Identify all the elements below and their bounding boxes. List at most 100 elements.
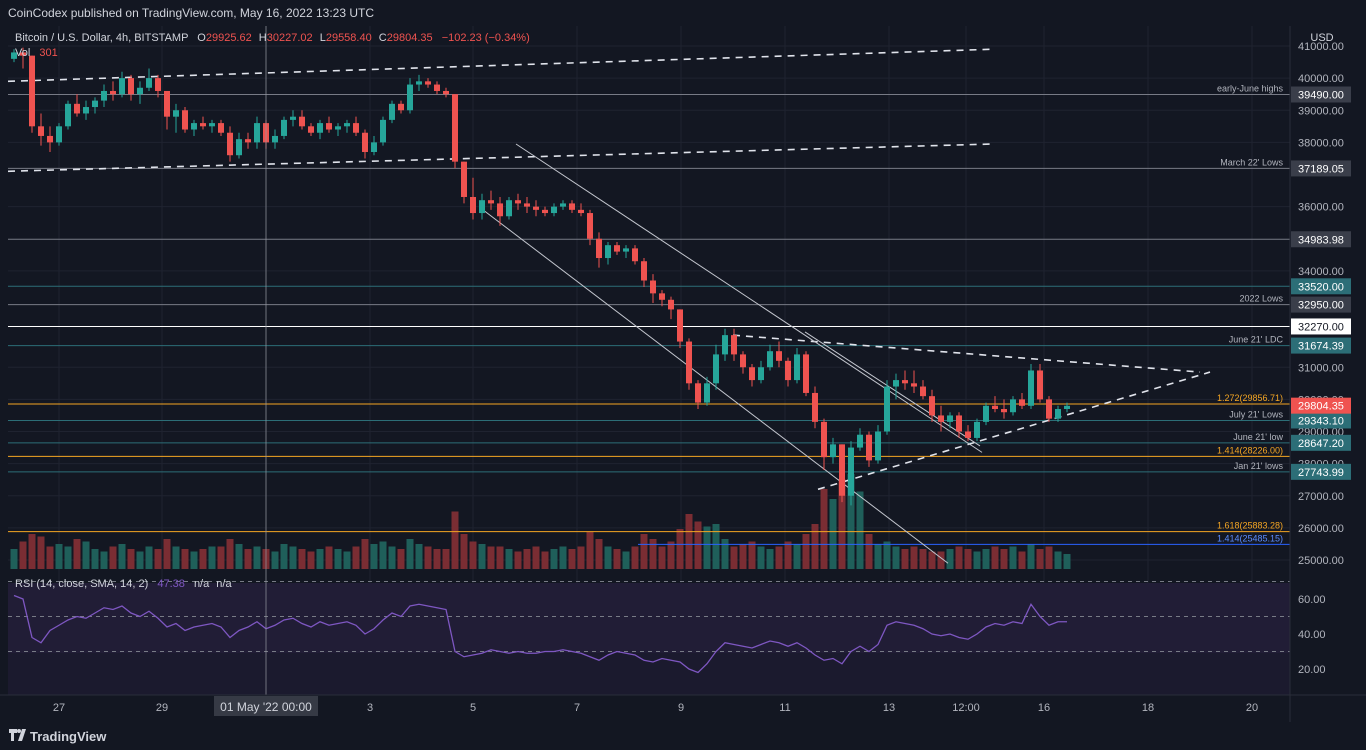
candle-body <box>677 309 683 342</box>
candle-body <box>812 392 818 422</box>
svg-text:Bitcoin / U.S. Dollar, 4h, BIT: Bitcoin / U.S. Dollar, 4h, BITSTAMP O299… <box>15 32 530 44</box>
currency-label: USD <box>1310 32 1333 44</box>
volume-bar <box>325 546 333 569</box>
price-tick-label: 38000.00 <box>1298 137 1344 149</box>
rsi-polyline <box>13 594 1067 674</box>
candle-body <box>29 55 35 127</box>
volume-bar <box>856 491 864 569</box>
rsi-tick-label: 60.00 <box>1298 594 1326 606</box>
price-tag-bg <box>1291 318 1351 335</box>
volume-bar <box>145 546 153 569</box>
volume-bar <box>838 479 846 569</box>
volume-bar <box>1027 544 1035 569</box>
time-tick-label: 5 <box>470 702 476 714</box>
candle-body <box>380 119 386 143</box>
volume-bar <box>46 546 54 569</box>
volume-bar <box>415 544 423 569</box>
volume-bar <box>91 549 99 569</box>
symbol-title: Bitcoin / U.S. Dollar, 4h, BITSTAMP <box>15 32 188 44</box>
candle-body <box>839 444 845 496</box>
svg-text:RSI (14, close, SMA, 14, 2): RSI (14, close, SMA, 14, 2) 47.38 n/a n/… <box>15 578 232 590</box>
volume-bar <box>361 539 369 569</box>
time-tick-label: 13 <box>883 702 895 714</box>
candle-body <box>722 335 728 355</box>
volume-bar <box>352 546 360 569</box>
volume-bar <box>316 549 324 569</box>
candle-body <box>344 123 350 127</box>
time-tick-label: 18 <box>1142 702 1154 714</box>
volume-bar <box>1036 549 1044 569</box>
volume-bar <box>199 549 207 569</box>
volume-bar <box>757 546 765 569</box>
volume-bar <box>334 549 342 569</box>
candle-body <box>119 78 125 95</box>
volume-bar <box>532 546 540 569</box>
price-tick-label: 25000.00 <box>1298 555 1344 567</box>
volume-bar <box>604 546 612 569</box>
candle-body <box>632 248 638 262</box>
volume-bar <box>208 546 216 569</box>
price-tick-label: 26000.00 <box>1298 523 1344 535</box>
level-label: 1.414(25485.15) <box>1217 533 1283 543</box>
time-tick-label: 11 <box>779 702 790 714</box>
volume-bar <box>442 549 450 569</box>
rsi-pane <box>8 583 1290 695</box>
volume-bar <box>883 541 891 569</box>
candle-body <box>560 203 566 207</box>
level-label: July 21' Lows <box>1229 409 1283 419</box>
crosshair-time-label: 01 May '22 00:00 <box>214 696 318 716</box>
volume-bar <box>685 514 693 569</box>
candle-body <box>686 341 692 384</box>
candle-body <box>920 386 926 397</box>
svg-text:01 May '22 00:00: 01 May '22 00:00 <box>220 700 312 714</box>
volume-bar <box>748 541 756 569</box>
volume-bar <box>181 549 189 569</box>
candle-body <box>992 405 998 410</box>
volume-bar <box>991 546 999 569</box>
volume-bar <box>217 546 225 569</box>
candle-body <box>731 335 737 355</box>
volume-bar <box>928 551 936 569</box>
volume-bar <box>649 539 657 569</box>
high-value: 30227.02 <box>267 32 313 44</box>
candle-body <box>938 415 944 422</box>
candle-body <box>353 123 359 133</box>
candle-body <box>740 354 746 368</box>
volume-bar <box>172 546 180 569</box>
volume-bar <box>343 551 351 569</box>
horizontal-levels: early-June highs March 22' Lows 2022 Lows J… <box>8 84 1290 545</box>
footer: TradingView <box>0 722 1366 750</box>
volume-bar <box>19 541 27 569</box>
volume-bar <box>865 534 873 569</box>
candle-body <box>173 110 179 117</box>
candle-body <box>299 116 305 127</box>
volume-bar <box>721 539 729 569</box>
candle-body <box>461 161 467 197</box>
candle-body <box>65 103 71 127</box>
candle-body <box>1019 399 1025 406</box>
price-tag-bg <box>1291 296 1351 313</box>
time-tick-label: 7 <box>574 702 580 714</box>
volume-bar <box>478 544 486 569</box>
candle-body <box>668 299 674 310</box>
candle-body <box>875 431 881 461</box>
candle-body <box>578 209 584 214</box>
volume-bar <box>397 549 405 569</box>
level-label: June 21' LDC <box>1229 335 1284 345</box>
rsi-band <box>8 583 1290 653</box>
candle-body <box>236 139 242 156</box>
price-chart[interactable]: early-June highs March 22' Lows 2022 Lows J… <box>0 26 1366 722</box>
vol-value: 301 <box>39 47 57 59</box>
candles <box>11 47 1070 506</box>
close-value: 29804.35 <box>387 32 433 44</box>
change-value: −102.23 (−0.34%) <box>442 32 530 44</box>
volume-bar <box>118 544 126 569</box>
volume-bar <box>370 544 378 569</box>
candle-body <box>821 421 827 458</box>
volume-bar <box>631 546 639 569</box>
candle-body <box>1010 399 1016 413</box>
price-tag: 29343.10 <box>1298 415 1344 427</box>
volume-bar <box>847 474 855 569</box>
candle-body <box>470 196 476 214</box>
volume-bar <box>784 541 792 569</box>
